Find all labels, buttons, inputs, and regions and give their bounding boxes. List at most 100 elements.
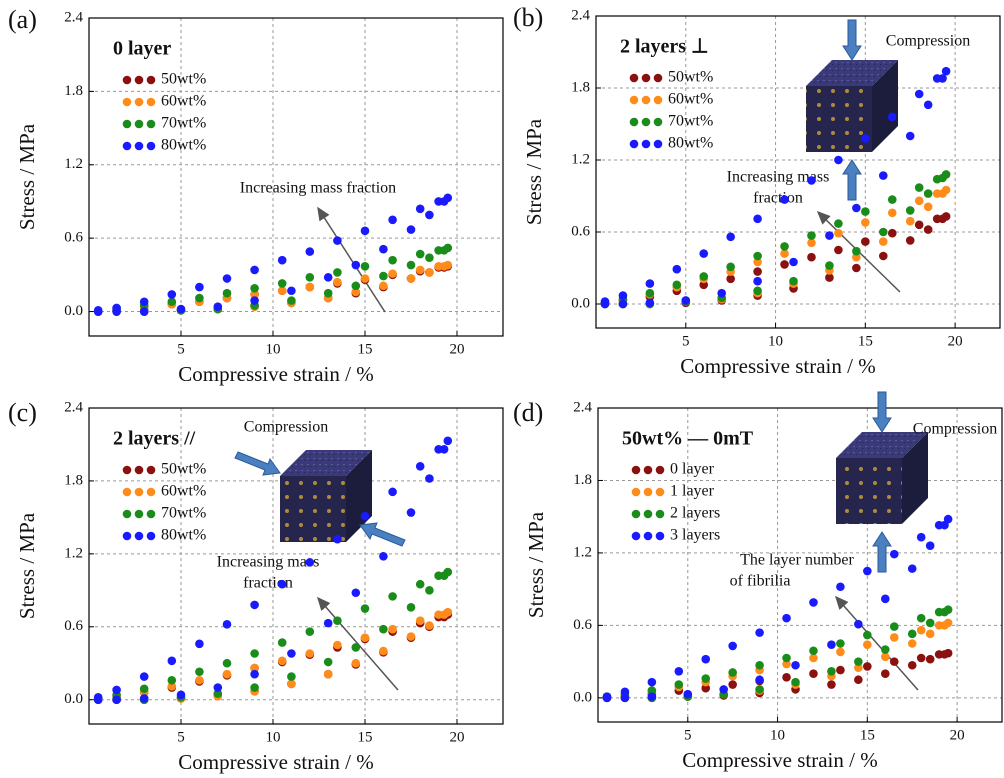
data-point — [836, 639, 845, 648]
data-point — [379, 624, 388, 634]
data-point — [834, 155, 843, 165]
data-point — [351, 658, 361, 668]
data-point — [755, 628, 764, 637]
data-point — [277, 286, 287, 296]
legend-label: 50wt% — [161, 71, 206, 88]
annotation: of fibrilia — [730, 573, 791, 590]
data-point — [250, 600, 259, 610]
data-point — [701, 654, 711, 664]
data-point — [889, 657, 899, 666]
legend-title: 50wt% — 0mT — [622, 428, 754, 450]
data-point — [925, 654, 935, 664]
data-point — [905, 206, 915, 215]
y-tick-label: 1.2 — [573, 544, 592, 560]
legend-marker — [146, 487, 156, 497]
compression-arrow — [842, 19, 862, 61]
data-point — [439, 261, 449, 271]
data-point — [753, 267, 762, 276]
legend-label: 3 layers — [670, 527, 720, 544]
legend-marker — [134, 97, 144, 107]
data-point — [834, 245, 843, 255]
data-point — [195, 639, 204, 649]
data-point — [941, 66, 951, 76]
legend-marker — [122, 531, 132, 541]
data-point — [938, 214, 947, 224]
data-point — [167, 656, 177, 666]
data-point — [809, 653, 818, 663]
data-point — [333, 616, 342, 625]
data-point — [351, 281, 361, 291]
legend-marker — [146, 141, 156, 151]
data-point — [836, 665, 845, 675]
data-point — [834, 228, 843, 238]
data-point — [726, 274, 735, 284]
data-point — [333, 236, 342, 245]
data-point — [600, 299, 610, 309]
data-point — [112, 307, 121, 316]
data-point — [323, 272, 333, 282]
data-point — [672, 264, 682, 274]
data-point — [250, 265, 259, 275]
legend-label: 60wt% — [161, 93, 206, 110]
data-point — [782, 673, 791, 682]
x-axis-title: Compressive strain / % — [178, 362, 373, 386]
data-point — [406, 225, 416, 234]
legend-marker — [146, 97, 156, 107]
data-point — [222, 288, 232, 298]
data-point — [415, 462, 425, 471]
cube-side — [872, 60, 898, 152]
data-point — [406, 632, 416, 641]
legend-marker — [122, 487, 132, 497]
data-point — [323, 618, 333, 628]
data-point — [681, 296, 691, 305]
annotation: fraction — [753, 190, 803, 207]
data-point — [914, 196, 924, 206]
data-point — [780, 249, 789, 258]
data-point — [807, 252, 816, 262]
data-point — [360, 226, 370, 236]
annotation: Increasing mass fraction — [240, 180, 396, 197]
y-tick-label: 0.6 — [573, 617, 592, 633]
plot-frame — [597, 407, 1003, 723]
data-point — [880, 594, 890, 604]
data-point — [923, 189, 933, 198]
data-point — [213, 683, 223, 692]
data-point — [139, 694, 149, 703]
data-point — [305, 272, 315, 282]
cube-top — [836, 432, 928, 458]
data-point — [250, 683, 259, 692]
data-point — [863, 630, 872, 640]
data-point — [323, 288, 333, 298]
legend-label: 70wt% — [161, 505, 206, 522]
data-point — [683, 689, 693, 699]
data-point — [333, 640, 342, 650]
cube-side — [902, 432, 928, 524]
legend-label: 50wt% — [161, 461, 206, 478]
data-point — [780, 242, 789, 251]
panel-label: (a) — [8, 5, 37, 34]
data-point — [379, 281, 388, 291]
y-tick-label: 0.0 — [573, 689, 592, 705]
legend-marker — [134, 75, 144, 85]
cube-front — [806, 86, 872, 152]
legend-marker — [641, 139, 651, 149]
compression-arrow — [872, 391, 892, 433]
data-point — [415, 249, 425, 259]
data-point — [938, 189, 947, 198]
x-tick-label: 5 — [177, 341, 185, 357]
data-point — [425, 253, 434, 263]
data-point — [305, 558, 315, 567]
data-point — [222, 658, 232, 668]
y-axis-title: Stress / MPa — [15, 123, 39, 230]
data-point — [674, 666, 684, 676]
legend-label: 80wt% — [161, 527, 206, 544]
data-point — [333, 268, 342, 277]
x-tick-label: 15 — [358, 729, 373, 745]
x-tick-label: 15 — [858, 333, 873, 349]
legend-marker — [641, 95, 651, 105]
data-point — [645, 288, 655, 298]
legend-marker — [134, 141, 144, 151]
data-point — [425, 268, 434, 277]
data-point — [923, 225, 933, 234]
data-point — [699, 249, 709, 258]
